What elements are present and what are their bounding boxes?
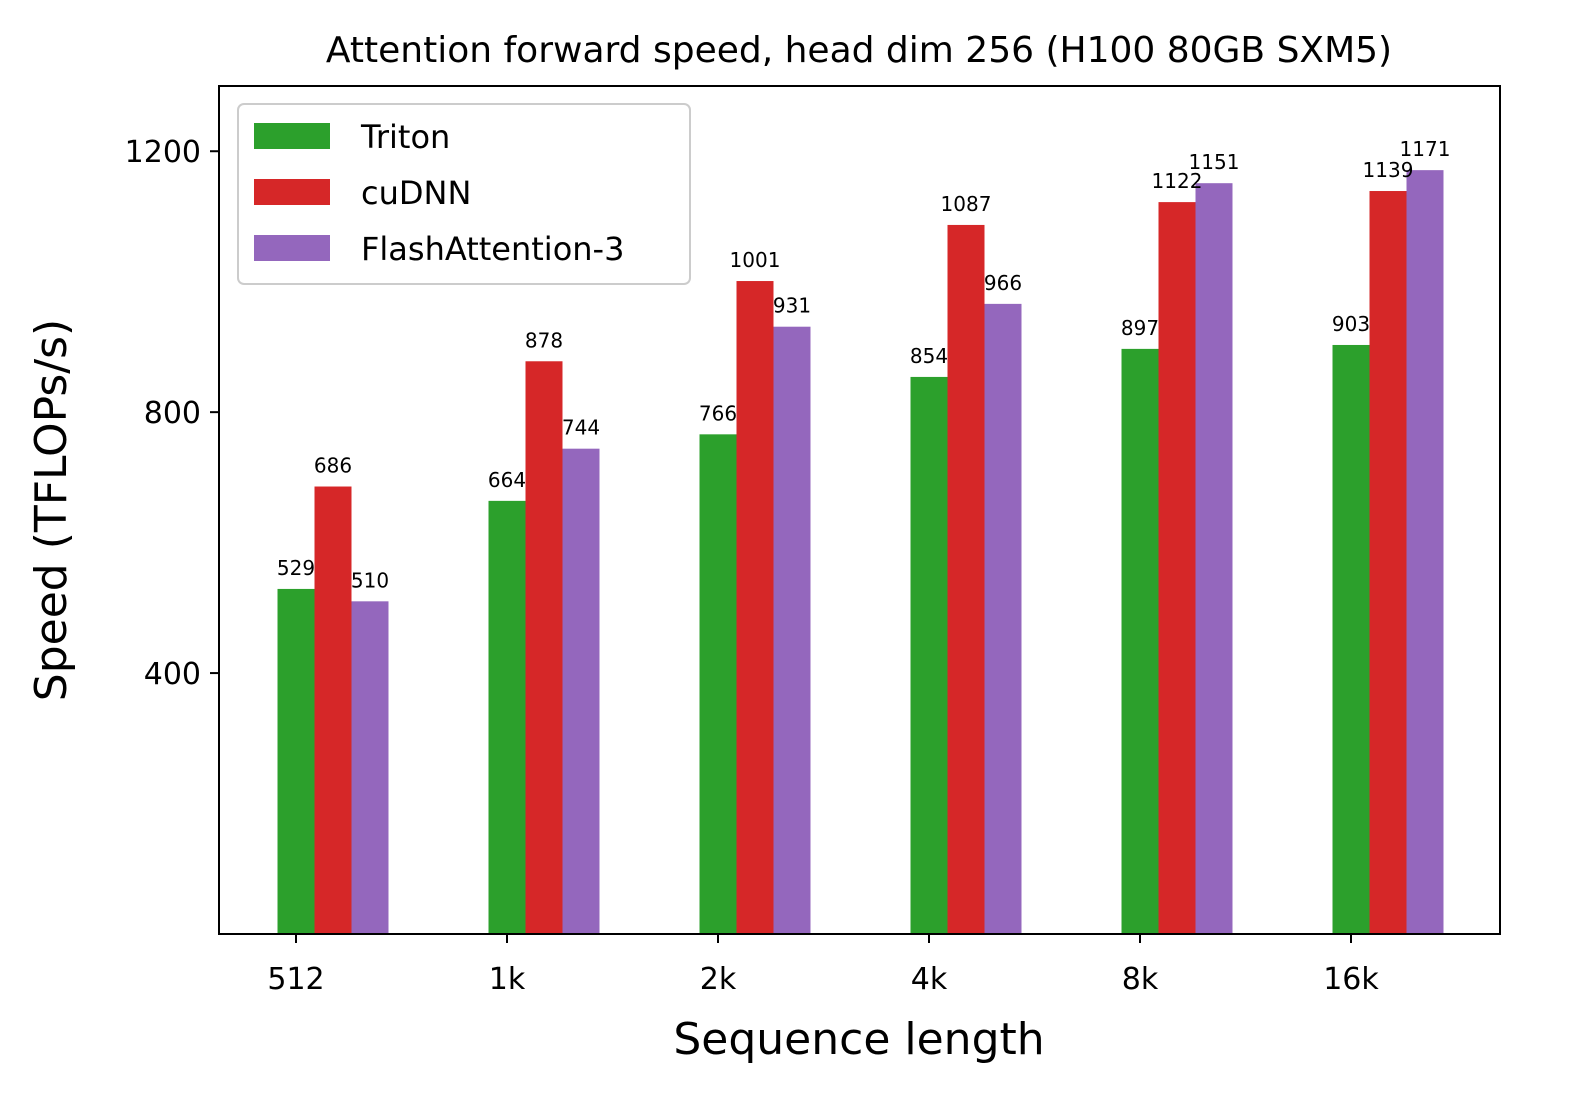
legend-label: Triton xyxy=(360,118,450,156)
data-label: 744 xyxy=(562,416,600,440)
data-label: 966 xyxy=(984,271,1022,295)
legend-label: FlashAttention-3 xyxy=(361,230,624,268)
bar-cudnn-4k xyxy=(947,224,985,935)
bar-triton-1k xyxy=(488,500,526,934)
legend-swatch xyxy=(254,235,330,261)
data-label: 878 xyxy=(525,328,563,352)
y-axis-label: Speed (TFLOPs/s) xyxy=(26,319,77,701)
chart-title: Attention forward speed, head dim 256 (H… xyxy=(326,30,1392,71)
data-label: 664 xyxy=(488,468,526,492)
bar-triton-4k xyxy=(910,376,948,935)
data-label: 854 xyxy=(910,344,948,368)
bar-flashattention-3-8k xyxy=(1195,183,1233,934)
data-label: 510 xyxy=(351,568,389,592)
data-label: 1151 xyxy=(1189,150,1240,174)
data-label: 931 xyxy=(773,294,811,318)
x-tick-label: 8k xyxy=(1122,962,1159,997)
x-tick-label: 16k xyxy=(1323,962,1379,997)
legend-swatch xyxy=(254,123,330,149)
bar-triton-8k xyxy=(1121,348,1159,934)
bar-cudnn-512 xyxy=(314,486,352,934)
bar-flashattention-3-512 xyxy=(351,601,389,934)
bar-cudnn-16k xyxy=(1369,191,1407,934)
legend-label: cuDNN xyxy=(361,174,471,212)
legend-frame xyxy=(237,103,691,285)
data-label: 1087 xyxy=(941,192,992,216)
bar-flashattention-3-16k xyxy=(1406,170,1444,934)
data-label: 1001 xyxy=(730,248,781,272)
data-label: 529 xyxy=(277,556,315,580)
bar-flashattention-3-2k xyxy=(773,326,811,934)
plot-frame xyxy=(218,85,1501,935)
bar-flashattention-3-4k xyxy=(984,303,1022,935)
data-label: 897 xyxy=(1121,316,1159,340)
x-axis-label: Sequence length xyxy=(673,1014,1044,1065)
bar-cudnn-2k xyxy=(736,281,774,934)
y-tick-label: 1200 xyxy=(125,135,201,170)
legend-swatch xyxy=(254,179,330,205)
legend: Triton cuDNN FlashAttention-3 xyxy=(237,103,691,285)
y-tick-label: 800 xyxy=(144,396,201,431)
x-tick-label: 1k xyxy=(489,962,526,997)
data-label: 686 xyxy=(314,454,352,478)
data-label: 1139 xyxy=(1363,158,1414,182)
data-label: 766 xyxy=(699,401,737,425)
bar-triton-16k xyxy=(1332,344,1370,934)
bar-flashattention-3-1k xyxy=(562,448,600,934)
bar-cudnn-1k xyxy=(525,361,563,935)
x-tick-label: 4k xyxy=(911,962,948,997)
data-label: 1171 xyxy=(1400,137,1451,161)
bar-triton-512 xyxy=(277,588,315,934)
data-label: 903 xyxy=(1332,312,1370,336)
x-tick-label: 512 xyxy=(267,962,324,997)
y-tick-label: 400 xyxy=(144,657,201,692)
bar-cudnn-8k xyxy=(1158,202,1196,934)
bar-triton-2k xyxy=(699,434,737,934)
data-label: 1122 xyxy=(1152,169,1203,193)
x-tick-label: 2k xyxy=(700,962,737,997)
